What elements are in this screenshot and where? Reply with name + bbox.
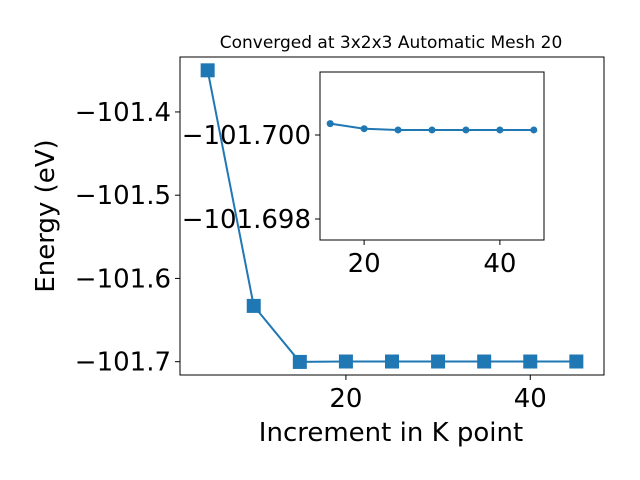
- main-data-point: [431, 354, 446, 369]
- inset-data-point: [462, 126, 470, 134]
- main-data-point: [338, 354, 353, 369]
- main-data-point: [200, 63, 215, 78]
- chart-title: Converged at 3x2x3 Automatic Mesh 20: [220, 33, 563, 53]
- inset-data-point: [530, 126, 538, 134]
- main-y-tick-label: −101.6: [75, 264, 171, 294]
- main-data-point: [569, 354, 584, 369]
- inset-x-tick-label: 20: [348, 249, 381, 279]
- main-data-point: [385, 354, 399, 369]
- y-axis-label: Energy (eV): [31, 139, 61, 292]
- main-y-tick-label: −101.7: [75, 348, 171, 378]
- main-x-axis: 20 40: [329, 375, 547, 414]
- main-x-tick-label: 40: [514, 384, 547, 414]
- main-plot-area: [200, 63, 584, 369]
- main-data-point: [292, 354, 307, 369]
- inset-plot-frame: [319, 71, 545, 241]
- main-data-point: [246, 298, 261, 313]
- inset-data-point: [360, 125, 368, 133]
- inset-data-point: [326, 120, 334, 128]
- inset-y-tick-label: −101.698: [182, 205, 311, 235]
- main-data-point: [477, 354, 492, 369]
- main-y-tick-label: −101.5: [75, 181, 171, 211]
- x-axis-label: Increment in K point: [259, 418, 523, 448]
- inset-data-point: [496, 126, 504, 134]
- inset-x-axis: 20 40: [348, 240, 516, 279]
- inset-x-tick-label: 40: [483, 249, 516, 279]
- inset-data-point: [428, 126, 436, 134]
- main-y-axis: −101.4 −101.5 −101.6 −101.7: [75, 98, 180, 378]
- main-x-tick-label: 20: [329, 384, 362, 414]
- inset-y-tick-label: −101.700: [182, 121, 311, 151]
- inset-data-point: [394, 126, 402, 134]
- inset-plot-area: [326, 120, 538, 134]
- inset-y-axis: −101.700 −101.698: [182, 121, 320, 235]
- main-data-point: [523, 354, 538, 369]
- main-y-tick-label: −101.4: [75, 98, 171, 128]
